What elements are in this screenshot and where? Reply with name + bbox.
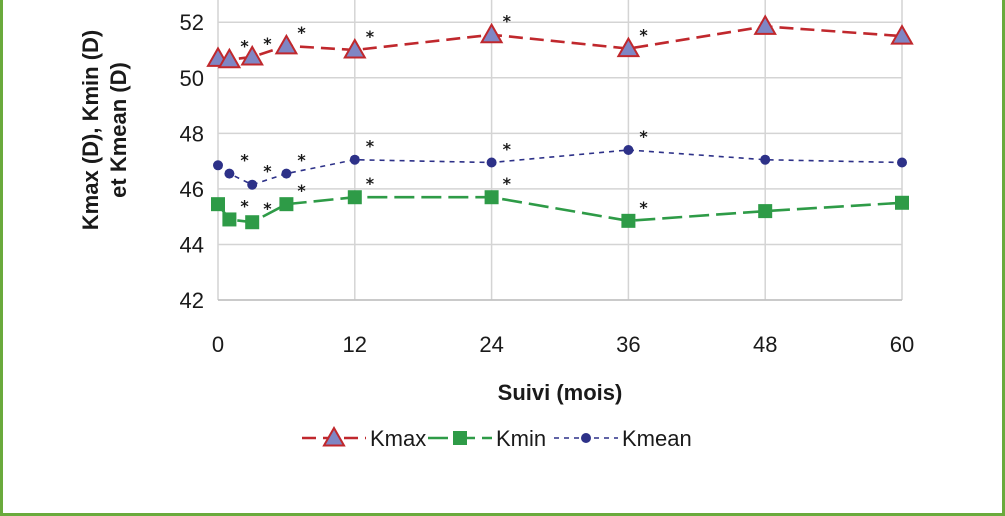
- kmax-point: [240, 44, 264, 66]
- legend-marker-kmax: [322, 425, 346, 447]
- x-tick-label: 24: [479, 332, 503, 357]
- y-axis-title: Kmax (D), Kmin (D) et Kmean (D): [78, 30, 131, 230]
- legend: Kmax Kmin Kmean: [302, 425, 692, 451]
- legend-item-kmin: Kmin: [428, 426, 546, 451]
- kmin-point: [279, 197, 294, 212]
- series-layer: [206, 14, 914, 230]
- kmax-point: [616, 36, 641, 58]
- kmean-significance-star: *: [240, 151, 249, 170]
- kmean-point: [897, 157, 907, 168]
- kmax-significance-star: *: [240, 37, 249, 56]
- kmax-point: [274, 33, 299, 55]
- legend-marker-kmin: [453, 431, 467, 445]
- y-tick-label: 50: [180, 66, 204, 91]
- kmax-significance-star: *: [366, 27, 375, 46]
- kmax-point: [479, 22, 504, 44]
- kmin-point: [222, 212, 237, 227]
- kmin-significance-star: *: [503, 174, 512, 193]
- kmax-line: [217, 25, 903, 62]
- kmax-point: [753, 14, 777, 35]
- y-tick-label: 44: [180, 232, 204, 257]
- grid: [217, 0, 903, 301]
- kmean-line: [217, 149, 903, 186]
- y-tick-label: 46: [180, 177, 204, 202]
- kmean-point: [349, 154, 360, 165]
- kmin-point: [484, 190, 499, 205]
- kmin-point: [347, 190, 362, 205]
- kmin-significance-star: *: [240, 196, 249, 215]
- y-axis-title-line-1: Kmax (D), Kmin (D): [78, 30, 103, 230]
- kmean-point: [486, 157, 497, 168]
- kmean-point: [224, 168, 235, 179]
- kmean-point: [247, 179, 258, 190]
- kmean-significance-star: *: [503, 140, 512, 159]
- x-tick-label: 60: [890, 332, 914, 357]
- kmean-significance-star: *: [639, 127, 648, 146]
- kmin-point: [245, 215, 260, 230]
- kmin-line: [216, 195, 903, 224]
- kmax-point: [217, 47, 242, 69]
- series-kmax: [206, 14, 914, 69]
- kmin-significance-star: *: [639, 198, 648, 217]
- kmin-point: [895, 195, 909, 210]
- legend-marker-kmean: [581, 433, 591, 443]
- kmean-point: [623, 145, 634, 155]
- y-axis-title-line-2: et Kmean (D): [106, 62, 131, 198]
- y-tick-label: 42: [180, 288, 204, 313]
- kmean-point: [213, 160, 223, 171]
- legend-label-kmax: Kmax: [370, 426, 426, 451]
- series-kmin: [211, 190, 909, 230]
- kmean-significance-star: *: [263, 162, 272, 181]
- kmin-point: [211, 197, 225, 212]
- kmean-point: [281, 168, 292, 179]
- legend-label-kmean: Kmean: [622, 426, 692, 451]
- x-tick-label: 48: [753, 332, 777, 357]
- x-tick-label: 36: [616, 332, 640, 357]
- y-tick-labels: 42 44 46 48 50 52: [180, 10, 204, 313]
- legend-item-kmean: Kmean: [554, 426, 692, 451]
- kmean-significance-star: *: [297, 151, 306, 170]
- kmax-significance-star: *: [263, 34, 272, 53]
- kmin-significance-star: *: [297, 181, 306, 200]
- legend-item-kmax: Kmax: [302, 425, 426, 451]
- kmin-point: [621, 213, 636, 228]
- kmax-significance-star: *: [503, 12, 512, 31]
- x-axis-title: Suivi (mois): [498, 380, 623, 405]
- kmean-point: [760, 154, 771, 165]
- kmin-significance-star: *: [263, 199, 272, 218]
- x-tick-label: 0: [212, 332, 224, 357]
- kmin-point: [758, 204, 773, 219]
- kmax-significance-star: *: [297, 23, 306, 42]
- x-tick-labels: 0 12 24 36 48 60: [212, 332, 914, 357]
- significance-markers: * * * * * * * * * * * * * * * * * *: [240, 12, 648, 219]
- x-tick-label: 12: [343, 332, 367, 357]
- series-kmean: [213, 145, 907, 190]
- y-tick-label: 52: [180, 10, 204, 35]
- kmax-point: [890, 24, 914, 45]
- kmin-significance-star: *: [366, 174, 375, 193]
- kmax-point: [343, 37, 367, 59]
- y-tick-label: 48: [180, 121, 204, 146]
- legend-label-kmin: Kmin: [496, 426, 546, 451]
- kmean-significance-star: *: [366, 137, 375, 156]
- kmax-significance-star: *: [639, 26, 648, 45]
